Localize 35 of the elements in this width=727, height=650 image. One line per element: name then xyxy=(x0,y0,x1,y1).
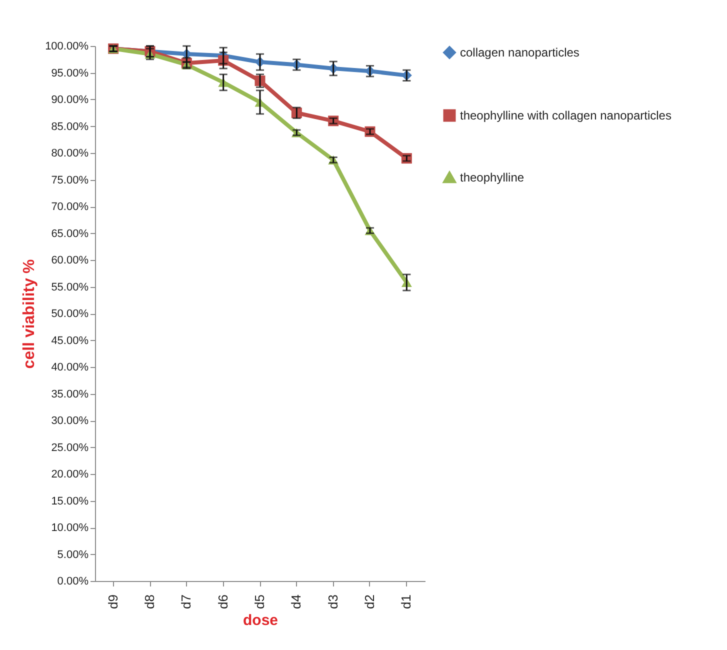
x-tick-label: d1 xyxy=(398,594,414,609)
y-tick-label: 55.00% xyxy=(51,281,89,294)
legend-label: collagen nanoparticles xyxy=(460,46,580,60)
x-tick-label: d3 xyxy=(325,594,340,609)
y-tick-label: 20.00% xyxy=(51,468,89,480)
x-tick-label: d9 xyxy=(105,594,120,609)
y-tick-label: 70.00% xyxy=(51,201,89,213)
y-tick-label: 45.00% xyxy=(51,334,89,347)
y-tick-label: 65.00% xyxy=(51,228,89,240)
y-tick-label: 95.00% xyxy=(51,67,89,80)
y-tick-label: 60.00% xyxy=(51,254,89,266)
x-tick-label: d2 xyxy=(362,594,377,609)
y-tick-label: 15.00% xyxy=(51,495,89,508)
y-tick-label: 5.00% xyxy=(57,548,89,561)
y-tick-label: 80.00% xyxy=(51,148,89,160)
y-tick-label: 35.00% xyxy=(51,388,89,400)
x-tick-label: d5 xyxy=(252,594,267,609)
x-tick-label: d4 xyxy=(288,594,304,609)
y-tick-label: 40.00% xyxy=(51,362,89,374)
legend-label: theophylline with collagen nanoparticles xyxy=(460,108,672,122)
legend-label: theophylline xyxy=(460,170,524,184)
y-tick-label: 10.00% xyxy=(51,522,89,534)
y-tick-label: 100.00% xyxy=(45,40,89,52)
y-tick-label: 30.00% xyxy=(51,415,89,427)
x-tick-label: d7 xyxy=(178,594,194,609)
x-tick-label: d6 xyxy=(215,594,230,609)
y-tick-label: 50.00% xyxy=(51,308,89,320)
y-tick-label: 75.00% xyxy=(51,174,89,186)
y-tick-label: 90.00% xyxy=(51,94,89,106)
x-tick-label: d8 xyxy=(142,594,157,609)
x-axis-title: dose xyxy=(242,612,278,629)
y-tick-label: 0.00% xyxy=(57,576,89,588)
y-axis-title: cell viability % xyxy=(21,259,38,369)
y-tick-label: 85.00% xyxy=(51,120,89,133)
y-tick-label: 25.00% xyxy=(51,442,89,454)
